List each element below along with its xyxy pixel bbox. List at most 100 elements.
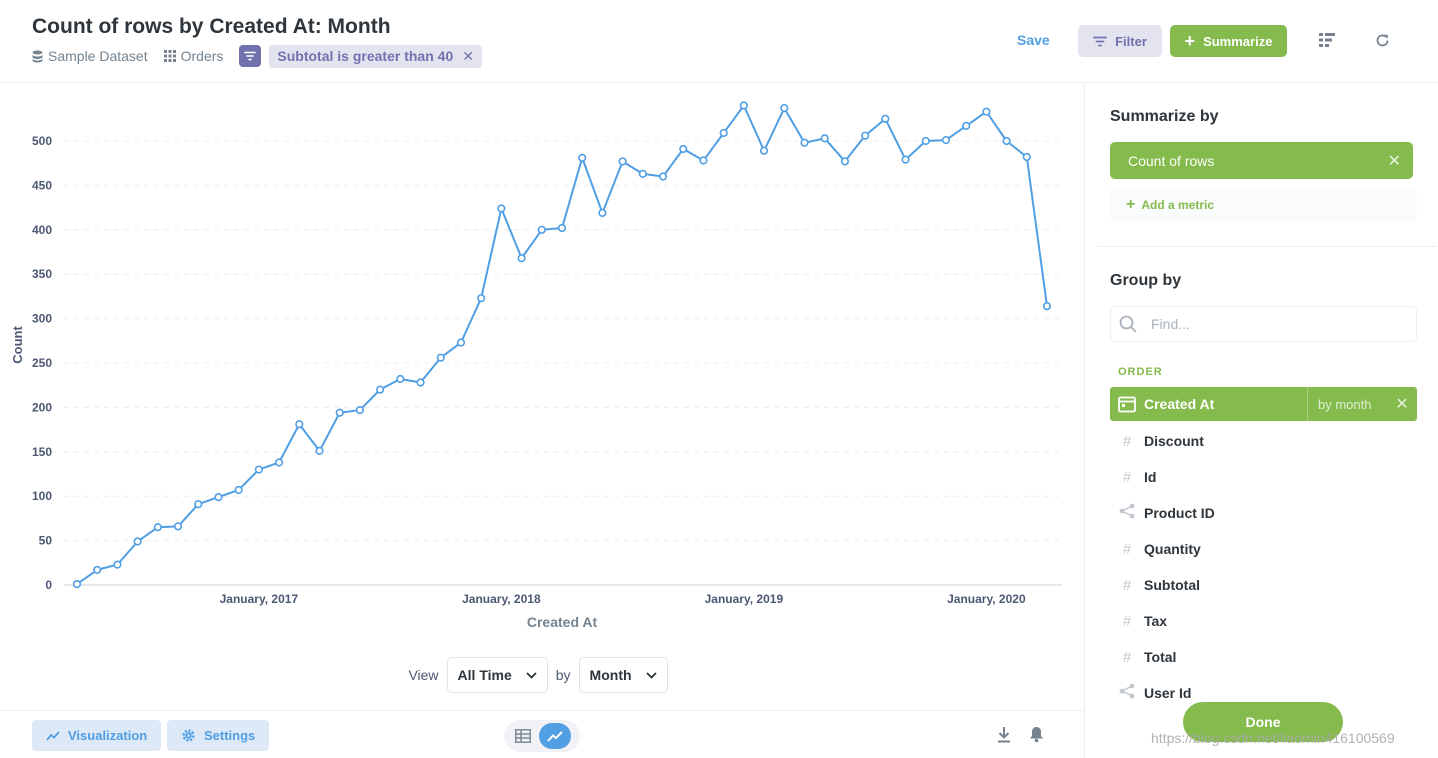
dimension-label: Quantity — [1144, 541, 1201, 557]
save-button[interactable]: Save — [1017, 32, 1050, 48]
y-tick-label: 300 — [32, 312, 52, 326]
by-label: by — [555, 667, 571, 683]
dimension-product-id[interactable]: Product ID — [1110, 495, 1417, 531]
number-icon: # — [1122, 432, 1132, 450]
connections-icon — [1110, 683, 1144, 703]
number-icon: # — [1122, 468, 1132, 486]
refresh-icon[interactable] — [1375, 33, 1390, 48]
data-point — [477, 294, 486, 303]
download-icon[interactable] — [997, 726, 1011, 743]
page-title: Count of rows by Created At: Month — [32, 15, 391, 38]
data-point — [679, 144, 688, 154]
summarize-button[interactable]: + Summarize — [1170, 25, 1287, 57]
summarize-heading: Summarize by — [1110, 108, 1219, 125]
filter-pill[interactable]: Subtotal is greater than 40 ✕ — [269, 44, 482, 68]
filter-pill-label: Subtotal is greater than 40 — [277, 48, 454, 64]
data-point — [618, 157, 627, 166]
data-point — [840, 157, 850, 166]
settings-button[interactable]: Settings — [167, 720, 270, 751]
breadcrumb-table[interactable]: Orders — [163, 48, 223, 64]
filter-toggle[interactable] — [239, 45, 262, 67]
line-chart-icon — [46, 730, 60, 741]
dimension-id[interactable]: # Id — [1110, 459, 1417, 495]
number-icon: # — [1122, 576, 1132, 594]
table-view-toggle[interactable] — [507, 723, 539, 749]
time-range-select[interactable]: All Time — [446, 657, 548, 693]
y-tick-label: 500 — [32, 134, 52, 148]
data-point — [396, 374, 405, 384]
data-point — [699, 156, 708, 165]
data-point — [194, 500, 203, 509]
time-unit-value: Month — [589, 667, 632, 683]
data-point — [517, 254, 526, 263]
dimension-discount[interactable]: # Discount — [1110, 423, 1417, 459]
database-icon — [32, 50, 43, 62]
data-point — [133, 537, 142, 546]
watermark-text: https://blog.csdn.net/liaomin416100569 — [1151, 730, 1395, 746]
data-point — [93, 565, 102, 575]
temporal-bin-select[interactable]: by month — [1307, 387, 1387, 421]
dimension-label: Product ID — [1144, 505, 1215, 521]
query-header: Count of rows by Created At: Month Sampl… — [0, 0, 1438, 83]
data-point — [254, 465, 263, 474]
dimension-label: User Id — [1144, 685, 1192, 701]
time-range-value: All Time — [457, 667, 512, 683]
dimension-search-input[interactable]: Find... — [1110, 306, 1417, 342]
y-tick-label: 250 — [32, 356, 52, 370]
x-tick-label: January, 2017 — [220, 592, 299, 606]
data-point — [416, 378, 425, 387]
display-toggle[interactable] — [504, 720, 580, 752]
time-unit-select[interactable]: Month — [578, 657, 668, 693]
filter-button-label: Filter — [1115, 33, 1147, 49]
metric-count-of-rows[interactable]: Count of rows ✕ — [1110, 142, 1413, 179]
plus-icon: + — [1184, 31, 1196, 51]
visualization-button[interactable]: Visualization — [32, 720, 162, 751]
bell-icon[interactable] — [1029, 726, 1044, 743]
view-label: View — [408, 667, 439, 683]
breadcrumb: Sample Dataset Orders Subtotal is greate… — [32, 44, 482, 68]
data-point — [153, 523, 162, 532]
data-point — [497, 204, 506, 213]
dimension-label: Total — [1144, 649, 1177, 665]
data-point — [1002, 136, 1011, 146]
search-placeholder: Find... — [1151, 316, 1190, 332]
data-point — [436, 353, 445, 362]
breadcrumb-database[interactable]: Sample Dataset — [32, 48, 148, 64]
close-icon[interactable]: ✕ — [1387, 152, 1401, 170]
filter-button[interactable]: Filter — [1078, 25, 1162, 57]
number-icon: # — [1122, 648, 1132, 666]
summarize-button-label: Summarize — [1203, 33, 1273, 49]
chevron-down-icon — [645, 671, 657, 679]
dimension-total[interactable]: # Total — [1110, 639, 1417, 675]
dimension-user-id[interactable]: User Id — [1110, 675, 1417, 711]
chart-view-toggle[interactable] — [539, 723, 571, 749]
y-tick-label: 50 — [39, 534, 53, 548]
filter-icon — [244, 51, 257, 61]
add-metric-button[interactable]: + Add a metric — [1110, 187, 1417, 222]
table-section-label: ORDER — [1118, 366, 1163, 378]
y-tick-label: 350 — [32, 267, 52, 281]
close-icon[interactable]: ✕ — [462, 47, 474, 64]
dimension-subtotal[interactable]: # Subtotal — [1110, 567, 1417, 603]
dimension-quantity[interactable]: # Quantity — [1110, 531, 1417, 567]
data-point — [173, 522, 183, 531]
data-point — [780, 104, 789, 113]
data-point — [921, 136, 930, 146]
number-icon: # — [1122, 540, 1132, 558]
connections-icon — [1110, 503, 1144, 523]
table-grid-icon — [163, 50, 176, 62]
data-point — [335, 408, 344, 417]
y-tick-label: 0 — [45, 578, 52, 592]
chart-area: 0 50 100 150 200 250 300 350 400 450 500 January, 2… — [0, 83, 1084, 710]
dimension-tax[interactable]: # Tax — [1110, 603, 1417, 639]
data-point — [901, 155, 910, 164]
filter-icon — [1093, 36, 1107, 46]
dimension-created-at[interactable]: Created At by month ✕ — [1110, 387, 1417, 421]
close-icon[interactable]: ✕ — [1395, 396, 1409, 413]
divider — [1097, 246, 1437, 247]
dimension-label: Discount — [1144, 433, 1204, 449]
search-icon — [1119, 315, 1137, 333]
show-editor-icon[interactable] — [1319, 33, 1335, 47]
done-button[interactable]: Done — [1183, 702, 1343, 742]
data-point — [113, 560, 122, 569]
